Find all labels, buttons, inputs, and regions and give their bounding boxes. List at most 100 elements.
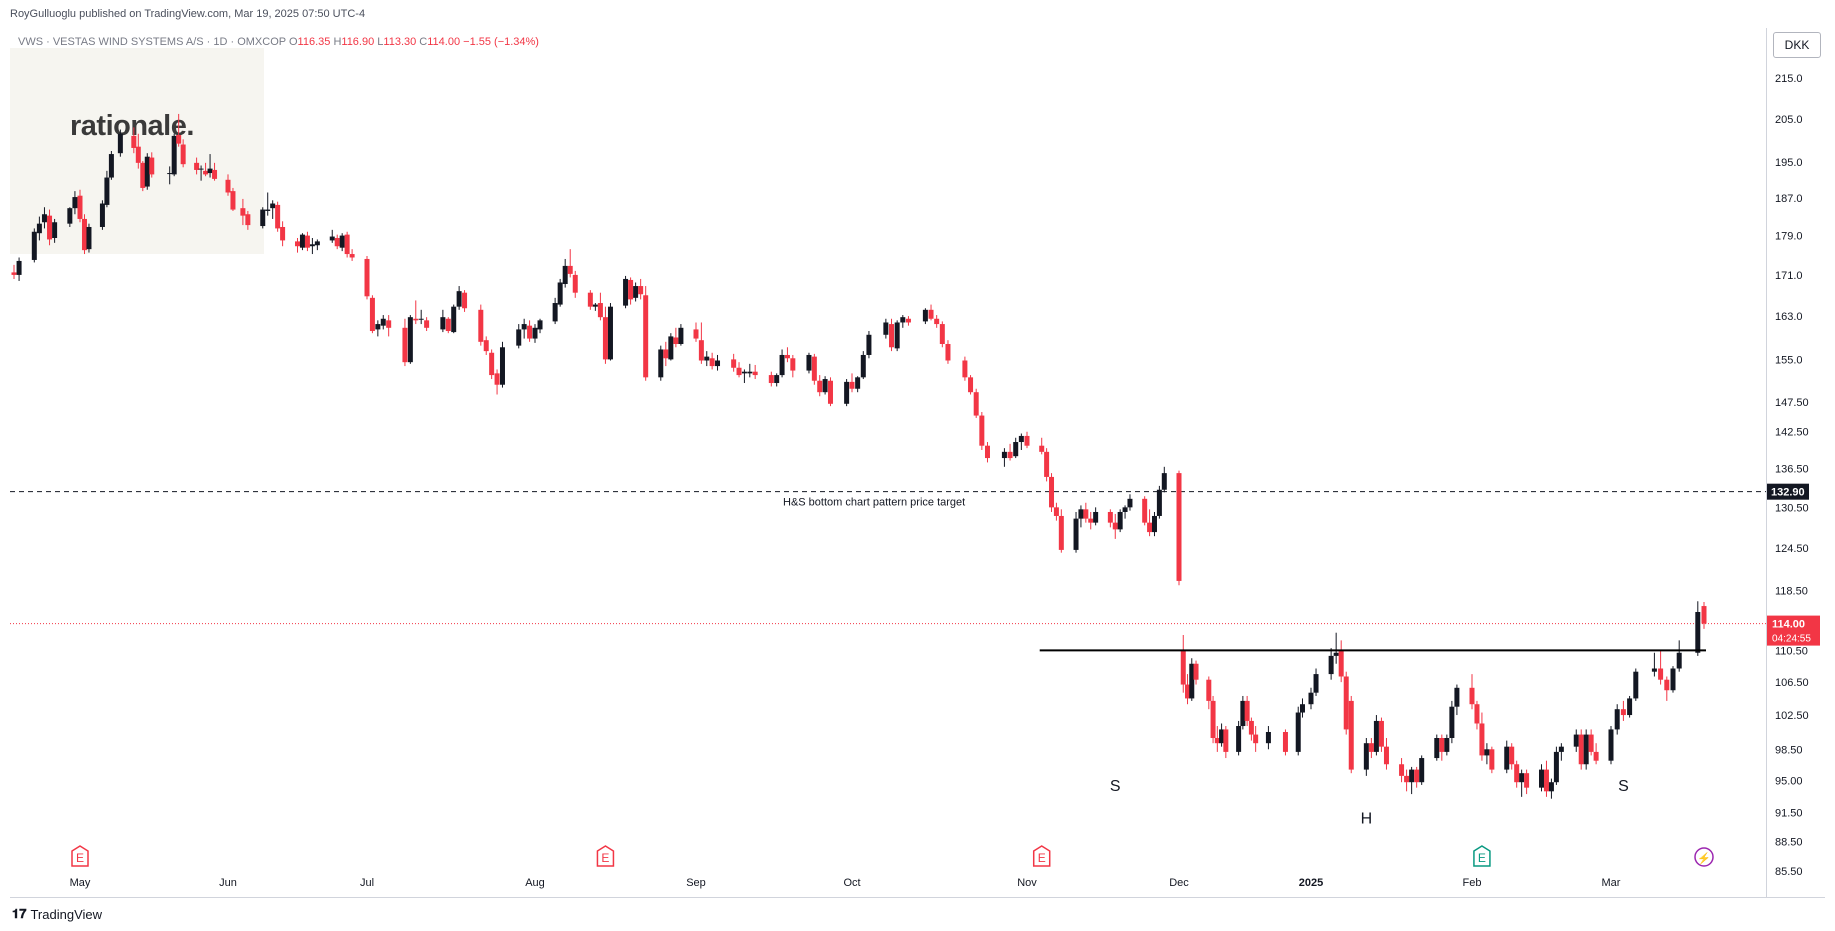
candle[interactable]: [1614, 704, 1620, 735]
candle[interactable]: [806, 352, 812, 374]
currency-button[interactable]: DKK: [1773, 32, 1821, 58]
candle[interactable]: [562, 258, 568, 288]
candle[interactable]: [1509, 743, 1515, 770]
candle[interactable]: [314, 239, 320, 251]
candle[interactable]: [245, 210, 251, 230]
candle[interactable]: [698, 322, 704, 364]
candle[interactable]: [299, 233, 305, 251]
candle[interactable]: [1122, 505, 1128, 519]
candle[interactable]: [1548, 778, 1554, 799]
candle[interactable]: [1073, 511, 1079, 553]
candle[interactable]: [1333, 632, 1339, 664]
candle[interactable]: [36, 216, 42, 241]
candle[interactable]: [693, 322, 699, 342]
candle[interactable]: [1444, 734, 1450, 756]
candle[interactable]: [1489, 746, 1495, 774]
candle[interactable]: [984, 442, 990, 463]
candle[interactable]: [1193, 660, 1199, 685]
candle[interactable]: [597, 292, 603, 321]
candle[interactable]: [1348, 695, 1354, 774]
candle[interactable]: [855, 376, 861, 393]
candle[interactable]: [1651, 652, 1657, 677]
candle[interactable]: [602, 306, 608, 364]
candle[interactable]: [1620, 700, 1626, 721]
candle[interactable]: [451, 304, 457, 334]
candle[interactable]: [532, 324, 538, 343]
candle[interactable]: [1474, 700, 1480, 730]
candle[interactable]: [1185, 674, 1191, 705]
candle[interactable]: [1633, 668, 1639, 701]
candle[interactable]: [945, 340, 951, 364]
candle[interactable]: [1176, 470, 1182, 586]
candle[interactable]: [369, 295, 375, 334]
candle[interactable]: [198, 165, 204, 181]
candle[interactable]: [489, 349, 495, 380]
candle[interactable]: [280, 221, 286, 247]
candle[interactable]: [860, 351, 866, 380]
candle[interactable]: [31, 228, 37, 263]
candle[interactable]: [1484, 743, 1490, 765]
candle[interactable]: [1383, 738, 1389, 770]
candle[interactable]: [516, 324, 522, 349]
candle[interactable]: [1053, 502, 1059, 521]
candle[interactable]: [741, 369, 747, 384]
candle[interactable]: [678, 324, 684, 346]
candle[interactable]: [1299, 698, 1305, 718]
candle[interactable]: [212, 162, 218, 181]
candle[interactable]: [883, 318, 889, 339]
candle[interactable]: [779, 349, 785, 378]
candle[interactable]: [77, 189, 83, 223]
candle[interactable]: [1373, 715, 1379, 756]
candle[interactable]: [176, 113, 182, 147]
candle[interactable]: [1409, 766, 1415, 795]
candle[interactable]: [52, 218, 58, 243]
candle[interactable]: [144, 153, 150, 190]
candle[interactable]: [1039, 437, 1045, 455]
candle[interactable]: [527, 320, 533, 342]
candle[interactable]: [849, 373, 855, 393]
candle[interactable]: [1180, 634, 1186, 693]
candle[interactable]: [934, 315, 940, 328]
candle[interactable]: [1236, 720, 1242, 756]
candle[interactable]: [552, 297, 558, 325]
candle[interactable]: [445, 317, 451, 334]
candle[interactable]: [790, 354, 796, 378]
candle[interactable]: [1404, 769, 1410, 792]
symbol-name[interactable]: VWS · VESTAS WIND SYSTEMS A/S · 1D · OMX…: [18, 36, 286, 48]
candle[interactable]: [171, 133, 177, 177]
candle[interactable]: [894, 320, 900, 352]
candle[interactable]: [72, 191, 78, 215]
candle[interactable]: [668, 333, 674, 361]
candle[interactable]: [1419, 755, 1425, 785]
candle[interactable]: [1044, 448, 1050, 482]
candle[interactable]: [1308, 687, 1314, 710]
candle[interactable]: [1240, 695, 1246, 730]
candle[interactable]: [768, 371, 774, 387]
candle[interactable]: [1343, 671, 1349, 735]
candle[interactable]: [747, 363, 753, 378]
split-event-icon[interactable]: ⚡: [1694, 847, 1714, 867]
candle[interactable]: [108, 151, 114, 180]
candle[interactable]: [402, 318, 408, 367]
candle[interactable]: [1363, 738, 1369, 776]
candle[interactable]: [364, 256, 370, 300]
candle[interactable]: [1024, 431, 1030, 449]
candle[interactable]: [167, 166, 173, 185]
candle[interactable]: [1282, 729, 1288, 756]
candle[interactable]: [1127, 494, 1133, 511]
candle[interactable]: [928, 304, 934, 321]
candle[interactable]: [784, 347, 790, 363]
candle[interactable]: [704, 351, 710, 367]
candle[interactable]: [1543, 760, 1549, 797]
candle[interactable]: [1368, 738, 1374, 759]
candle[interactable]: [827, 377, 833, 407]
candle[interactable]: [774, 373, 780, 387]
candle[interactable]: [1244, 695, 1250, 727]
candle[interactable]: [41, 207, 47, 229]
candle[interactable]: [1479, 712, 1485, 761]
candle[interactable]: [638, 278, 644, 300]
candle[interactable]: [1313, 668, 1319, 696]
earnings-event-icon[interactable]: E: [1473, 845, 1491, 867]
candle[interactable]: [1219, 723, 1225, 747]
